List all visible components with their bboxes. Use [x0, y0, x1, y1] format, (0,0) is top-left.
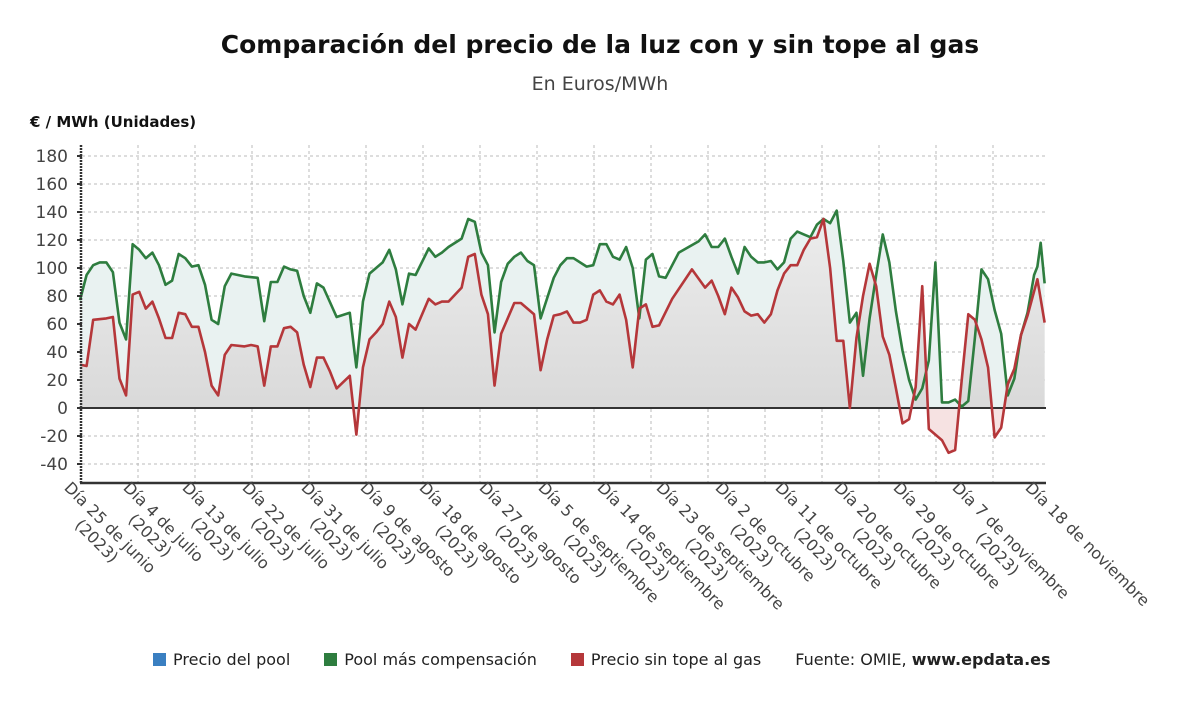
legend-item-pool[interactable]: Precio del pool	[153, 650, 290, 669]
legend-label: Precio del pool	[173, 650, 291, 669]
y-axis-ticks: 180 160 140 120 100 80 60 40 20 0 -20 -40	[36, 147, 82, 475]
series-lines	[78, 209, 1046, 455]
chart-title: Comparación del precio de la luz con y s…	[220, 30, 980, 59]
source-note: Fuente: OMIE, www.epdata.es	[795, 650, 1050, 669]
area-sin-tope-negative	[80, 408, 1045, 453]
y-tick-label: 160	[36, 175, 68, 195]
legend-label: Precio sin tope al gas	[590, 650, 762, 669]
legend: Precio del pool Pool más compensación Pr…	[153, 650, 1051, 669]
legend-swatch-green	[324, 653, 338, 666]
y-tick-label: 0	[57, 399, 68, 419]
y-tick-label: 100	[36, 259, 68, 279]
y-tick-label: 120	[36, 231, 68, 251]
legend-item-sin-tope[interactable]: Precio sin tope al gas	[570, 650, 762, 669]
y-tick-label: 60	[46, 315, 68, 335]
y-tick-label: -40	[40, 455, 68, 475]
line-precio-sin-tope	[79, 217, 1046, 455]
legend-swatch-blue	[153, 653, 166, 666]
legend-item-pool-compensacion[interactable]: Pool más compensación	[324, 650, 537, 669]
y-tick-label: -20	[40, 427, 68, 447]
source-label: Fuente: OMIE,	[795, 650, 907, 669]
y-tick-label: 40	[46, 343, 68, 363]
legend-swatch-red	[570, 653, 584, 666]
y-tick-label: 180	[36, 147, 68, 167]
legend-label: Pool más compensación	[344, 650, 537, 669]
y-axis-label: € / MWh (Unidades)	[30, 113, 197, 131]
line-pool-compensacion	[78, 209, 1046, 408]
chart-subtitle: En Euros/MWh	[531, 73, 669, 95]
y-tick-label: 140	[36, 203, 68, 223]
source-link[interactable]: www.epdata.es	[911, 650, 1051, 669]
y-tick-label: 20	[46, 371, 68, 391]
y-tick-label: 80	[46, 287, 68, 307]
